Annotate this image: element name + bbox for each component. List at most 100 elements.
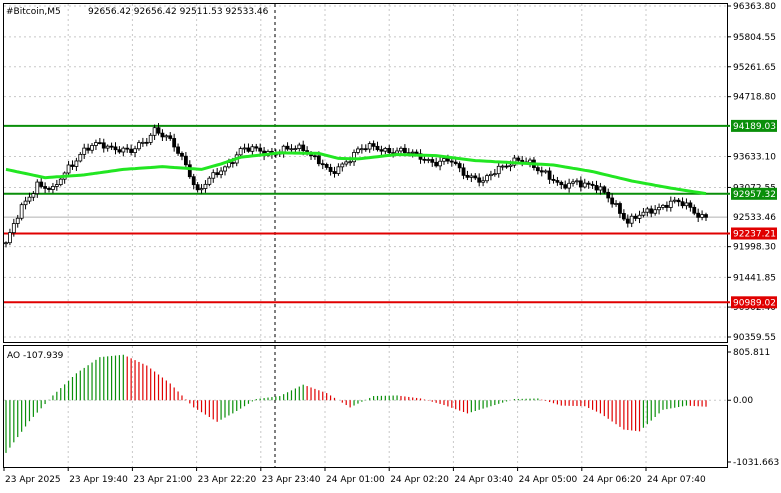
- level-tag: [731, 119, 777, 132]
- candle-body: [489, 173, 493, 177]
- candle-body: [336, 166, 341, 174]
- candle-body: [481, 180, 485, 183]
- candle-body: [371, 143, 376, 147]
- price-pane-frame: [3, 3, 728, 343]
- candle-body: [113, 146, 118, 151]
- time-tick-label: 23 Apr 19:40: [69, 475, 128, 485]
- candle-body: [125, 147, 130, 150]
- price-tick-label: 93633.10: [733, 153, 776, 163]
- candle-body: [555, 180, 560, 183]
- candle-body: [641, 211, 646, 216]
- candle-body: [399, 147, 403, 152]
- candle-body: [172, 138, 177, 148]
- candle-body: [152, 127, 157, 136]
- price-grid: [4, 4, 727, 342]
- candle-body: [359, 148, 364, 151]
- candle-body: [633, 215, 638, 219]
- candle-body: [661, 204, 665, 208]
- candle-body: [434, 161, 439, 167]
- ohlc-label: 92656.42 92656.42 92511.53 92533.46: [88, 7, 269, 17]
- candle-body: [254, 146, 259, 149]
- indicator-grid: [4, 346, 727, 467]
- level-tag-label: 94189.03: [733, 122, 776, 132]
- candle-body: [352, 152, 356, 163]
- candle-body: [195, 184, 200, 191]
- candle-body: [117, 149, 122, 153]
- candle-body: [379, 149, 384, 152]
- candle-body: [148, 134, 153, 143]
- candle-body: [250, 146, 255, 152]
- candle-body: [657, 206, 661, 211]
- level-lines: [4, 124, 730, 304]
- candle-body: [516, 157, 521, 161]
- candle-body: [395, 150, 399, 154]
- candle-body: [598, 186, 603, 191]
- candle-body: [219, 170, 223, 176]
- candle-body: [567, 182, 572, 189]
- candle-body: [8, 232, 12, 244]
- candle-body: [645, 208, 650, 213]
- candle-body: [47, 187, 51, 190]
- candle-body: [58, 178, 63, 185]
- candle-body: [15, 217, 20, 224]
- candle-body: [618, 203, 622, 214]
- candle-body: [199, 188, 204, 191]
- candle-body: [207, 177, 212, 185]
- candle-body: [348, 161, 353, 164]
- candle-body: [402, 147, 407, 154]
- candle-body: [625, 218, 630, 224]
- candle-body: [215, 172, 220, 176]
- candle-body: [680, 201, 685, 207]
- candle-body: [672, 199, 677, 202]
- moving-average-line: [5, 151, 707, 196]
- candle-body: [696, 212, 701, 218]
- candle-body: [375, 145, 380, 151]
- candle-body: [438, 160, 442, 167]
- price-tick-label: 96363.80: [733, 2, 776, 12]
- candle-body: [332, 171, 337, 174]
- candle-body: [176, 146, 180, 154]
- candle-body: [563, 184, 568, 189]
- candle-body: [363, 148, 368, 151]
- candle-body: [461, 167, 466, 176]
- candle-body: [105, 145, 110, 149]
- level-tag-label: 92237.21: [733, 229, 776, 239]
- candle-body: [496, 165, 501, 175]
- candle-body: [293, 148, 298, 150]
- candle-body: [324, 164, 329, 168]
- candle-body: [238, 148, 243, 156]
- candle-body: [35, 181, 40, 195]
- candle-body: [297, 144, 302, 149]
- candle-body: [187, 164, 192, 178]
- candle-body: [586, 182, 591, 185]
- level-tag: [731, 296, 777, 309]
- candle-body: [500, 165, 505, 168]
- candle-body: [356, 148, 360, 153]
- time-tick-label: 23 Apr 22:20: [198, 475, 257, 485]
- candle-body: [610, 197, 615, 205]
- candle-body: [571, 181, 575, 184]
- price-tick-label: 95804.55: [733, 33, 776, 43]
- time-tick-label: 24 Apr 06:20: [583, 475, 642, 485]
- candle-body: [469, 175, 474, 178]
- candle-body: [74, 160, 79, 167]
- candle-body: [70, 164, 75, 167]
- candle-body: [492, 173, 497, 176]
- candle-body: [606, 191, 611, 199]
- candle-body: [180, 152, 184, 157]
- time-tick-label: 24 Apr 02:20: [390, 475, 449, 485]
- candle-body: [637, 214, 642, 219]
- indicator-tick-label: 805.811: [733, 348, 770, 358]
- candle-body: [121, 147, 126, 153]
- time-tick-label: 24 Apr 07:40: [647, 475, 706, 485]
- candles: [4, 123, 708, 248]
- candle-body: [285, 145, 290, 150]
- time-tick-label: 24 Apr 01:00: [326, 475, 385, 485]
- candle-body: [183, 155, 188, 166]
- candle-body: [414, 151, 419, 155]
- candle-body: [82, 147, 87, 155]
- candle-body: [90, 145, 94, 151]
- candle-body: [594, 185, 599, 191]
- candle-body: [191, 176, 196, 186]
